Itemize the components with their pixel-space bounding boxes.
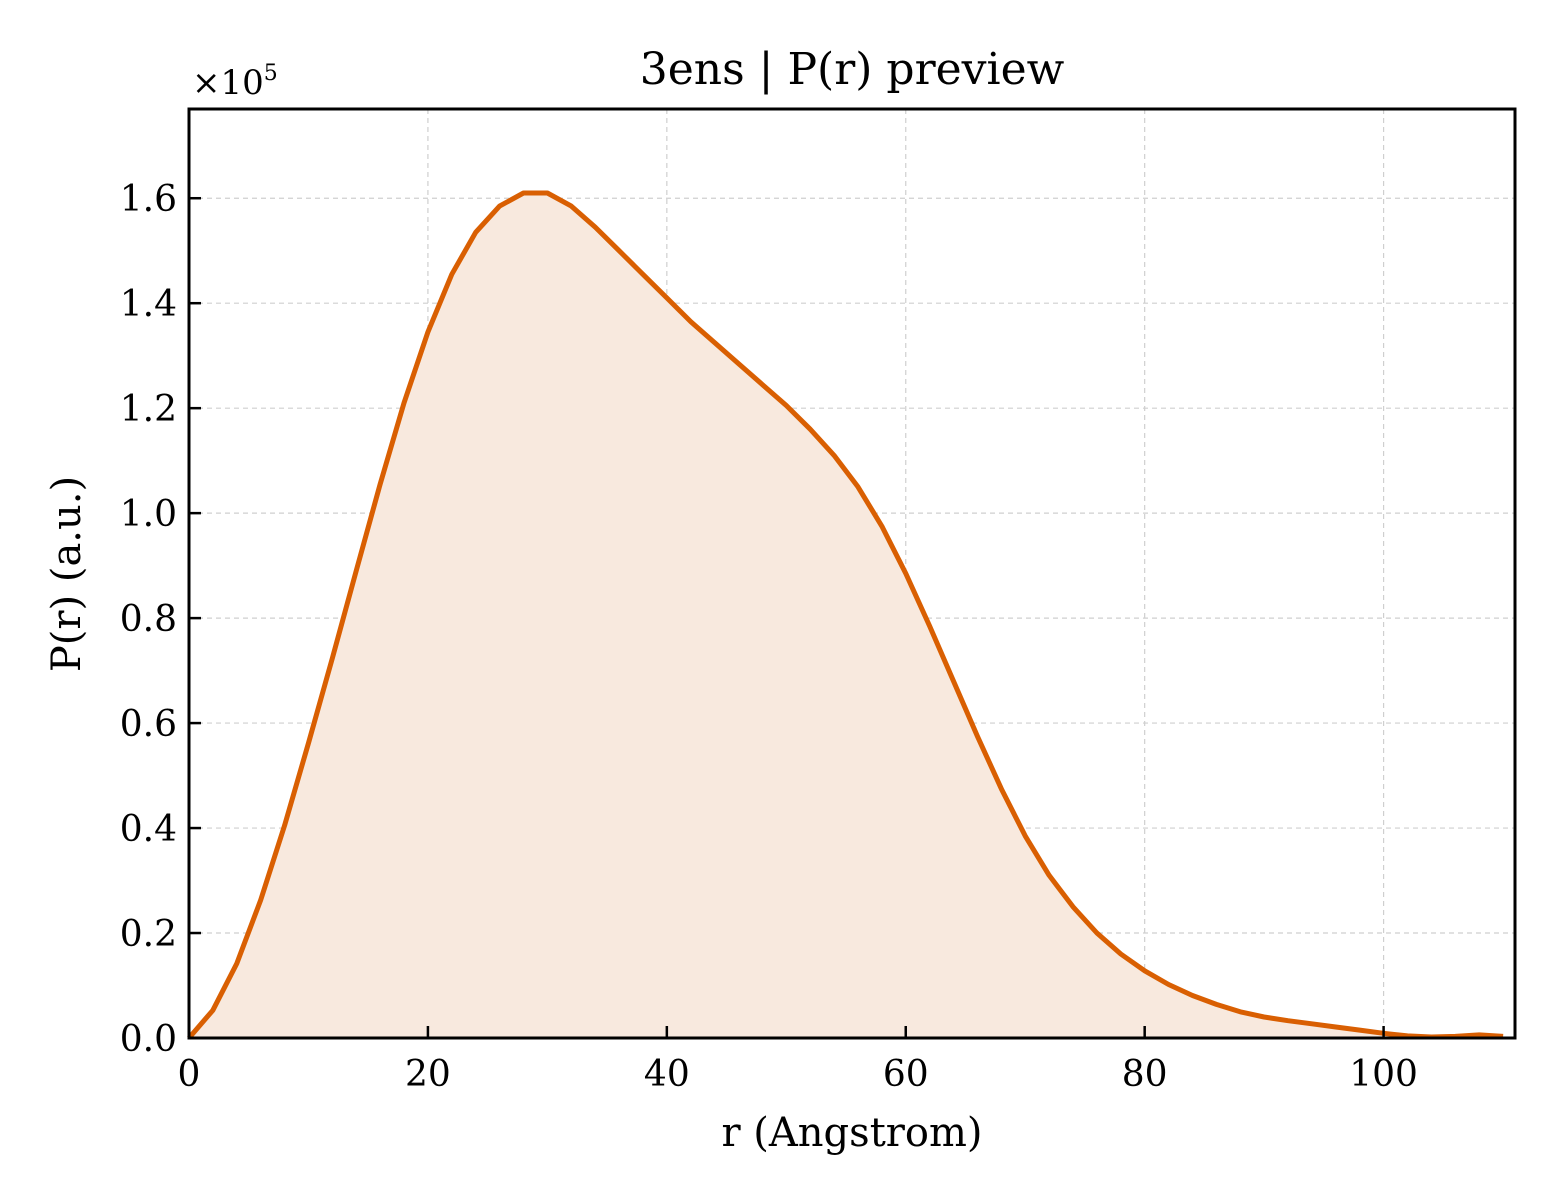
x-tick-label: 100 [1349,1054,1418,1095]
y-tick-label: 1.0 [120,494,177,535]
y-tick-label: 0.8 [120,599,177,640]
x-tick-label: 0 [178,1054,201,1095]
x-tick-label: 40 [644,1054,690,1095]
y-tick-label: 1.4 [120,284,177,325]
area-fill [189,193,1504,1038]
y-tick-label: 1.6 [120,179,177,220]
y-tick-label: 1.2 [120,389,177,430]
y-multiplier-base: ×10 [192,63,264,103]
x-tick-label: 80 [1122,1054,1168,1095]
y-tick-label: 0.2 [120,914,177,955]
y-multiplier-label: ×105 [192,61,278,103]
ticks: 0 20 40 60 80 100 0.0 0.2 0.4 0.6 0.8 1.0 1.2 1.4 1.6 [120,179,1418,1095]
x-axis-label: r (Angstrom) [721,1110,982,1156]
y-axis-label: P(r) (a.u.) [44,476,90,672]
y-multiplier-exponent: 5 [264,61,278,86]
y-tick-label: 0.6 [120,704,177,745]
plot-frame [187,107,1517,1040]
series-line [187,190,1504,1040]
x-tick-label: 60 [883,1054,929,1095]
y-tick-label: 0.0 [120,1019,177,1060]
x-tick-label: 20 [405,1054,451,1095]
y-tick-label: 0.4 [120,809,177,850]
chart-title: 3ens | P(r) preview [640,44,1065,95]
